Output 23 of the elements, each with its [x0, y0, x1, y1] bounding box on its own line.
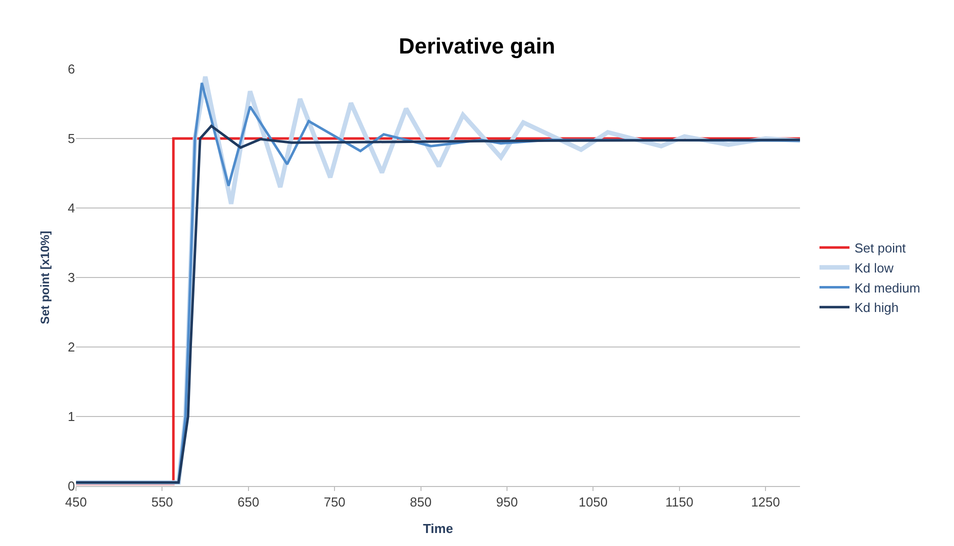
x-tick-label: 1150 — [665, 494, 694, 510]
legend-label: Kd medium — [854, 280, 920, 296]
y-tick-label: 3 — [68, 270, 75, 286]
x-tick-label: 950 — [496, 494, 518, 510]
y-axis-title: Set point [x10%] — [38, 230, 52, 324]
x-tick-label: 450 — [65, 494, 87, 510]
chart-title: Derivative gain — [398, 34, 556, 59]
x-tick-label: 550 — [151, 494, 174, 510]
legend-label: Kd high — [854, 300, 899, 316]
x-tick-label: 1050 — [578, 494, 608, 510]
y-tick-label: 2 — [68, 340, 75, 355]
legend-label: Set point — [854, 240, 906, 256]
x-tick-label: 1250 — [751, 494, 780, 510]
y-tick-label: 4 — [68, 200, 75, 216]
x-tick-label: 650 — [238, 494, 260, 510]
y-tick-label: 5 — [68, 131, 75, 146]
x-tick-label: 850 — [410, 494, 432, 510]
y-tick-label: 0 — [68, 478, 75, 494]
y-tick-label: 1 — [68, 409, 75, 424]
x-tick-label: 750 — [324, 494, 346, 510]
y-tick-label: 6 — [68, 62, 75, 77]
x-axis-title: Time — [422, 521, 454, 536]
legend-label: Kd low — [854, 260, 894, 276]
